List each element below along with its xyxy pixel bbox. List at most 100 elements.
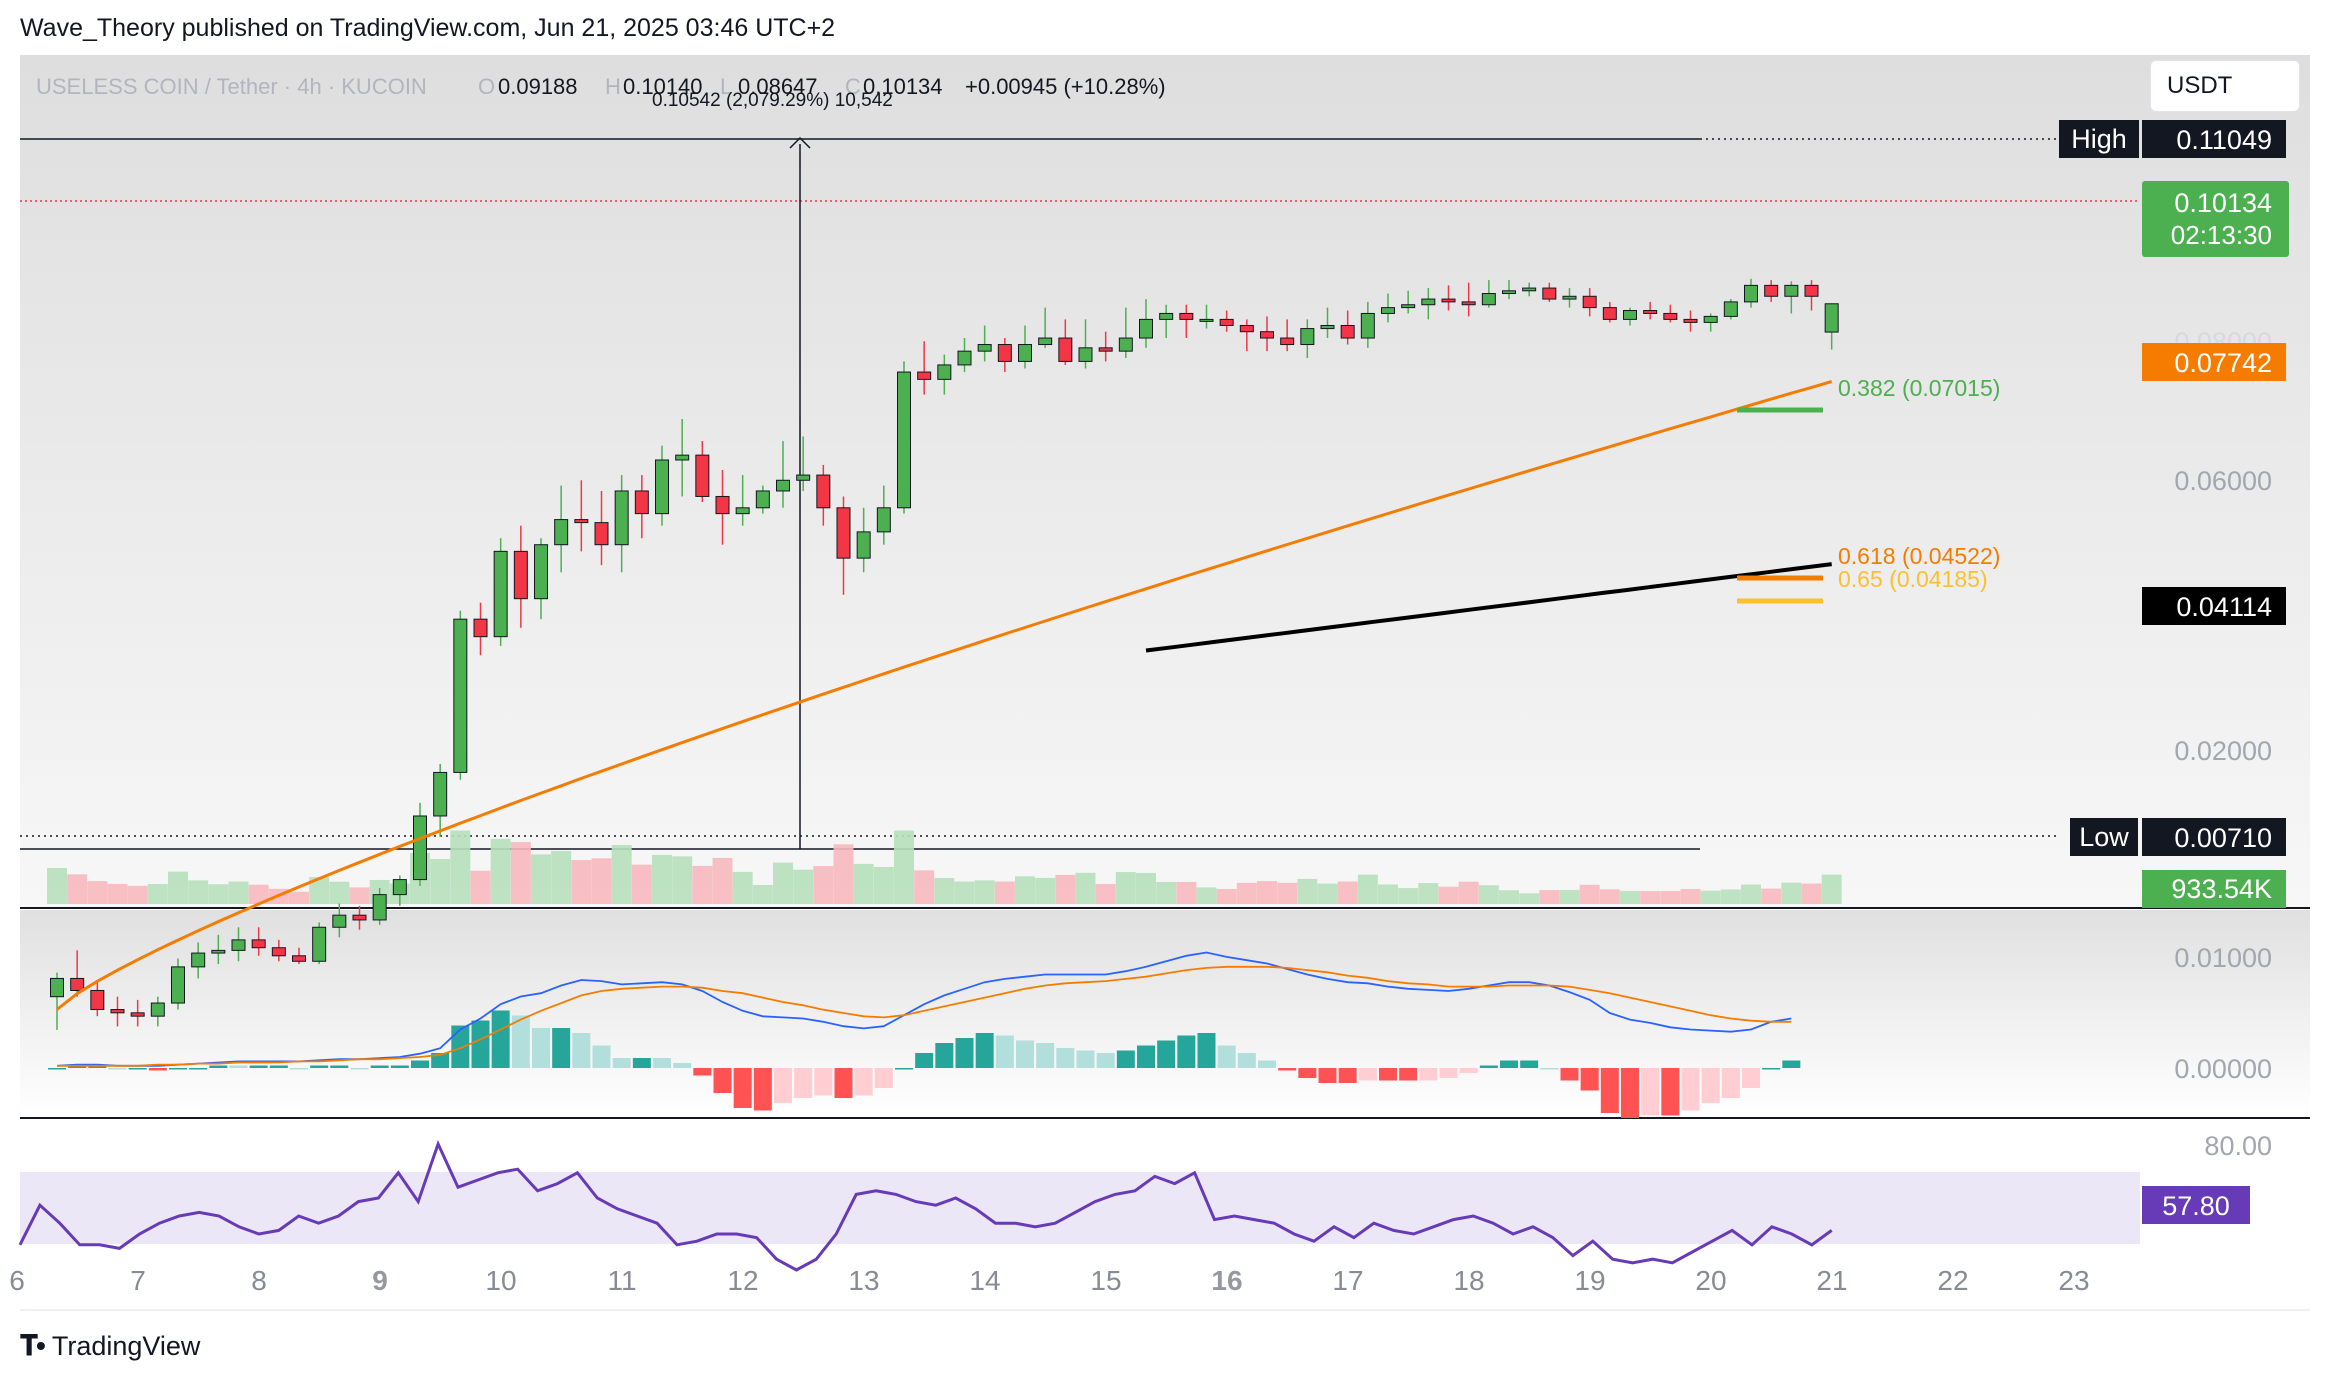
candle-body xyxy=(413,815,427,881)
volume-bar xyxy=(1539,890,1560,904)
volume-bar xyxy=(1075,872,1096,904)
candle-body xyxy=(1744,284,1758,303)
volume-bar xyxy=(47,868,67,904)
candle xyxy=(1159,304,1174,339)
volume-bar xyxy=(1216,888,1237,904)
candle xyxy=(594,490,609,566)
volume-bar xyxy=(450,830,471,904)
macd-hist-bar xyxy=(653,1058,671,1068)
volume-bar xyxy=(1418,883,1439,904)
candle-body xyxy=(997,344,1012,362)
macd-hist-bar xyxy=(1076,1050,1095,1068)
macd-hist-bar xyxy=(68,1065,87,1068)
date-tick-label: 20 xyxy=(1695,1265,1726,1296)
candle-body xyxy=(150,1002,165,1017)
volume-bar xyxy=(510,842,531,904)
volume-bar xyxy=(1478,885,1499,904)
candle xyxy=(1522,282,1537,297)
macd-hist-bar xyxy=(1419,1068,1438,1081)
volume-bar xyxy=(1055,874,1076,904)
candle-body xyxy=(332,914,347,928)
candle-body xyxy=(836,507,851,559)
candle-body xyxy=(453,618,468,773)
candle xyxy=(413,802,427,886)
macd-hist-bar xyxy=(1762,1068,1781,1070)
candle xyxy=(1502,280,1516,300)
candle-body xyxy=(1239,324,1254,333)
volume-bar xyxy=(1115,872,1136,904)
rsi-value: 57.80 xyxy=(2162,1191,2230,1221)
volume-bar xyxy=(1801,883,1822,904)
candle-body xyxy=(1623,310,1637,320)
volume-bar xyxy=(1136,872,1156,904)
candle xyxy=(1018,325,1032,369)
candle-body xyxy=(1764,284,1779,297)
candle-body xyxy=(957,350,972,366)
macd-hist-bar xyxy=(1621,1068,1639,1118)
candle xyxy=(372,888,387,925)
candle-body xyxy=(594,522,609,546)
macd-hist-bar xyxy=(1439,1068,1458,1078)
countdown-text: 02:13:30 xyxy=(2171,220,2272,250)
volume-bar xyxy=(994,881,1015,904)
macd-hist-bar xyxy=(1056,1048,1075,1068)
macd-hist-bar xyxy=(1600,1068,1619,1113)
candle xyxy=(957,338,972,373)
candle-body xyxy=(513,550,528,600)
macd-hist-bar xyxy=(673,1063,692,1068)
candle xyxy=(1078,319,1093,369)
candle-body xyxy=(1179,312,1194,320)
high-label: H xyxy=(605,74,621,99)
candle xyxy=(191,942,206,979)
candle-body xyxy=(392,879,407,896)
candle xyxy=(1199,304,1214,329)
macd-hist-bar xyxy=(431,1053,450,1068)
candle-body xyxy=(655,459,669,515)
macd-hist-bar xyxy=(693,1068,712,1076)
volume-bar xyxy=(1700,890,1721,904)
candle-body xyxy=(816,474,831,509)
macd-hist-bar xyxy=(249,1065,268,1068)
macd-hist-bar xyxy=(572,1033,591,1068)
volume-bar xyxy=(571,860,592,904)
volume-bar xyxy=(430,858,451,904)
candle xyxy=(937,354,952,395)
volume-bar xyxy=(712,857,733,904)
fib-065-label: 0.65 (0.04185) xyxy=(1838,566,1988,592)
volume-bar xyxy=(1620,890,1640,904)
volume-bar xyxy=(1196,887,1217,904)
candle-body xyxy=(1502,290,1516,295)
candle-body xyxy=(776,479,790,492)
date-tick-label: 23 xyxy=(2058,1265,2089,1296)
candle-body xyxy=(1139,318,1153,339)
high-value-badge xyxy=(2142,120,2286,158)
volume-area xyxy=(47,830,1842,904)
close-value: 0.10134 xyxy=(863,74,943,99)
tradingview-logo[interactable]: 𝐓• TradingView xyxy=(20,1330,200,1363)
volume-bar xyxy=(349,887,370,904)
volume-bar xyxy=(611,844,632,904)
date-tick-label: 18 xyxy=(1453,1265,1484,1296)
candle-body xyxy=(493,550,508,638)
currency-button[interactable]: USDT xyxy=(2150,60,2300,112)
high-tag-label: High xyxy=(2071,124,2127,154)
candle-body xyxy=(1340,324,1355,339)
rsi-badge xyxy=(2142,1186,2250,1224)
macd-hist-bar xyxy=(1721,1068,1740,1098)
macd-hist-bar xyxy=(350,1068,369,1070)
macd-hist-bar xyxy=(955,1038,974,1068)
ema-long-badge xyxy=(2142,587,2286,625)
macd-hist-bar xyxy=(169,1068,187,1070)
candle-body xyxy=(1058,337,1073,362)
volume-bar xyxy=(934,878,955,904)
candle-body xyxy=(735,507,750,515)
volume-bar xyxy=(773,862,793,904)
volume-bar xyxy=(591,858,612,904)
candle xyxy=(332,903,347,938)
volume-bar xyxy=(954,881,975,904)
macd-hist-bar xyxy=(1258,1060,1276,1068)
volume-bar xyxy=(672,856,693,904)
candle-body xyxy=(231,939,246,951)
macd-hist-bar xyxy=(1641,1068,1660,1116)
